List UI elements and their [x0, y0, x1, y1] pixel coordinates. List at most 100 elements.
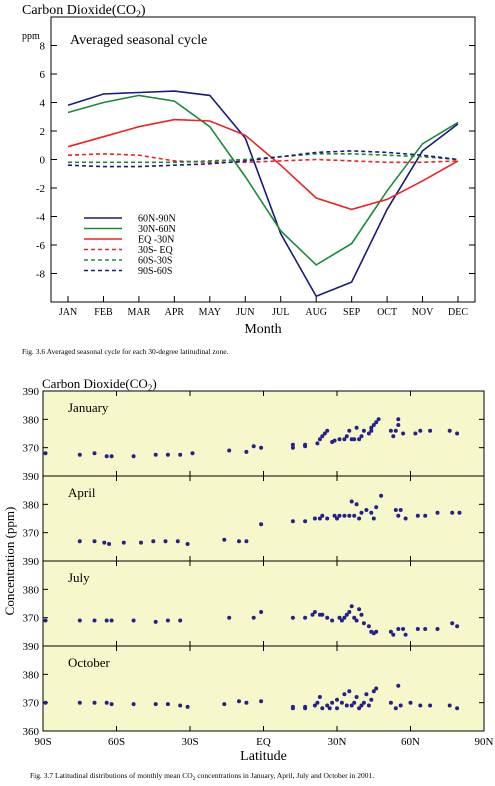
y-tick-label: -4	[36, 212, 46, 224]
data-point	[139, 540, 143, 545]
data-point	[413, 431, 418, 436]
data-point	[366, 703, 371, 708]
y-tick-label: 380	[23, 414, 40, 426]
panel-label-july: July	[68, 570, 90, 585]
data-point	[121, 540, 126, 545]
data-point	[379, 493, 384, 498]
data-point	[403, 516, 408, 521]
data-point	[185, 542, 190, 546]
y-tick-label: 6	[40, 69, 46, 81]
y-tick-label: 390	[23, 556, 40, 568]
data-point	[393, 706, 398, 711]
x-tick-label: 30N	[328, 736, 347, 748]
data-point	[450, 510, 455, 515]
data-point	[364, 508, 369, 512]
data-point	[388, 700, 393, 705]
x-tick-label: FEB	[94, 307, 113, 318]
data-point	[447, 703, 452, 708]
data-point	[339, 618, 344, 623]
x-tick-label: OCT	[377, 307, 397, 318]
data-point	[153, 452, 158, 457]
data-point	[352, 437, 357, 442]
x-tick-label: AUG	[305, 307, 327, 318]
legend-label-4: 60S-30S	[138, 256, 172, 267]
data-point	[312, 610, 317, 614]
data-point	[374, 629, 379, 634]
x-tick-label: JAN	[59, 307, 77, 318]
data-point	[77, 618, 82, 623]
data-point	[349, 499, 354, 504]
data-point	[361, 621, 366, 626]
chart-subtitle: Averaged seasonal cycle	[70, 33, 207, 48]
data-point	[335, 516, 339, 521]
data-point	[290, 704, 295, 709]
data-point	[347, 513, 352, 518]
x-tick-label: 90S	[34, 736, 51, 748]
data-point	[315, 700, 320, 705]
data-point	[369, 697, 374, 702]
data-point	[131, 618, 136, 623]
data-point	[290, 445, 295, 450]
data-point	[354, 618, 359, 623]
x-axis-label: Latitude	[240, 749, 287, 764]
data-point	[366, 431, 371, 436]
data-point	[354, 695, 359, 699]
data-point	[320, 434, 325, 439]
panel-january	[42, 390, 485, 477]
data-point	[435, 510, 440, 515]
y-tick-label: 380	[23, 584, 40, 596]
data-point	[342, 692, 347, 697]
data-point	[109, 618, 114, 623]
data-point	[391, 434, 396, 439]
data-point	[104, 454, 109, 459]
data-point	[457, 510, 462, 515]
data-point	[344, 703, 349, 708]
data-point	[43, 618, 48, 623]
data-point	[165, 618, 170, 623]
data-point	[178, 618, 183, 623]
data-point	[185, 704, 190, 709]
series-line-1	[67, 94, 459, 266]
data-point	[423, 513, 428, 518]
data-point	[352, 513, 357, 518]
data-point	[347, 610, 352, 614]
y-tick-label: 8	[40, 41, 46, 53]
data-point	[131, 454, 136, 459]
data-point	[303, 615, 308, 620]
data-point	[244, 700, 249, 705]
data-point	[354, 502, 359, 507]
data-point	[418, 703, 423, 708]
x-tick-label: EQ	[256, 736, 271, 748]
data-point	[178, 703, 183, 708]
data-point	[102, 540, 107, 545]
data-point	[359, 434, 364, 439]
data-point	[369, 428, 374, 433]
data-point	[325, 615, 330, 620]
data-point	[312, 516, 317, 521]
data-point	[317, 516, 322, 521]
data-point	[447, 428, 452, 433]
y-tick-label: 370	[23, 698, 40, 710]
data-point	[77, 452, 82, 457]
x-tick-label: NOV	[412, 307, 434, 318]
data-point	[178, 452, 183, 457]
panel-july	[42, 560, 485, 647]
y-axis-unit: ppm	[22, 31, 40, 42]
data-point	[455, 706, 460, 711]
data-point	[337, 615, 342, 620]
series-line-2	[67, 118, 459, 211]
data-point	[342, 615, 347, 620]
data-point	[342, 437, 347, 442]
data-point	[109, 454, 114, 459]
y-tick-label: 380	[23, 499, 40, 511]
data-point	[222, 537, 227, 542]
data-point	[310, 612, 315, 617]
data-point	[251, 444, 256, 449]
data-point	[415, 627, 420, 631]
data-point	[77, 700, 82, 705]
data-point	[163, 539, 168, 544]
data-point	[374, 686, 379, 691]
panel-april	[42, 475, 485, 562]
figure-caption: Fig. 3.6 Averaged seasonal cycle for eac…	[22, 347, 229, 356]
